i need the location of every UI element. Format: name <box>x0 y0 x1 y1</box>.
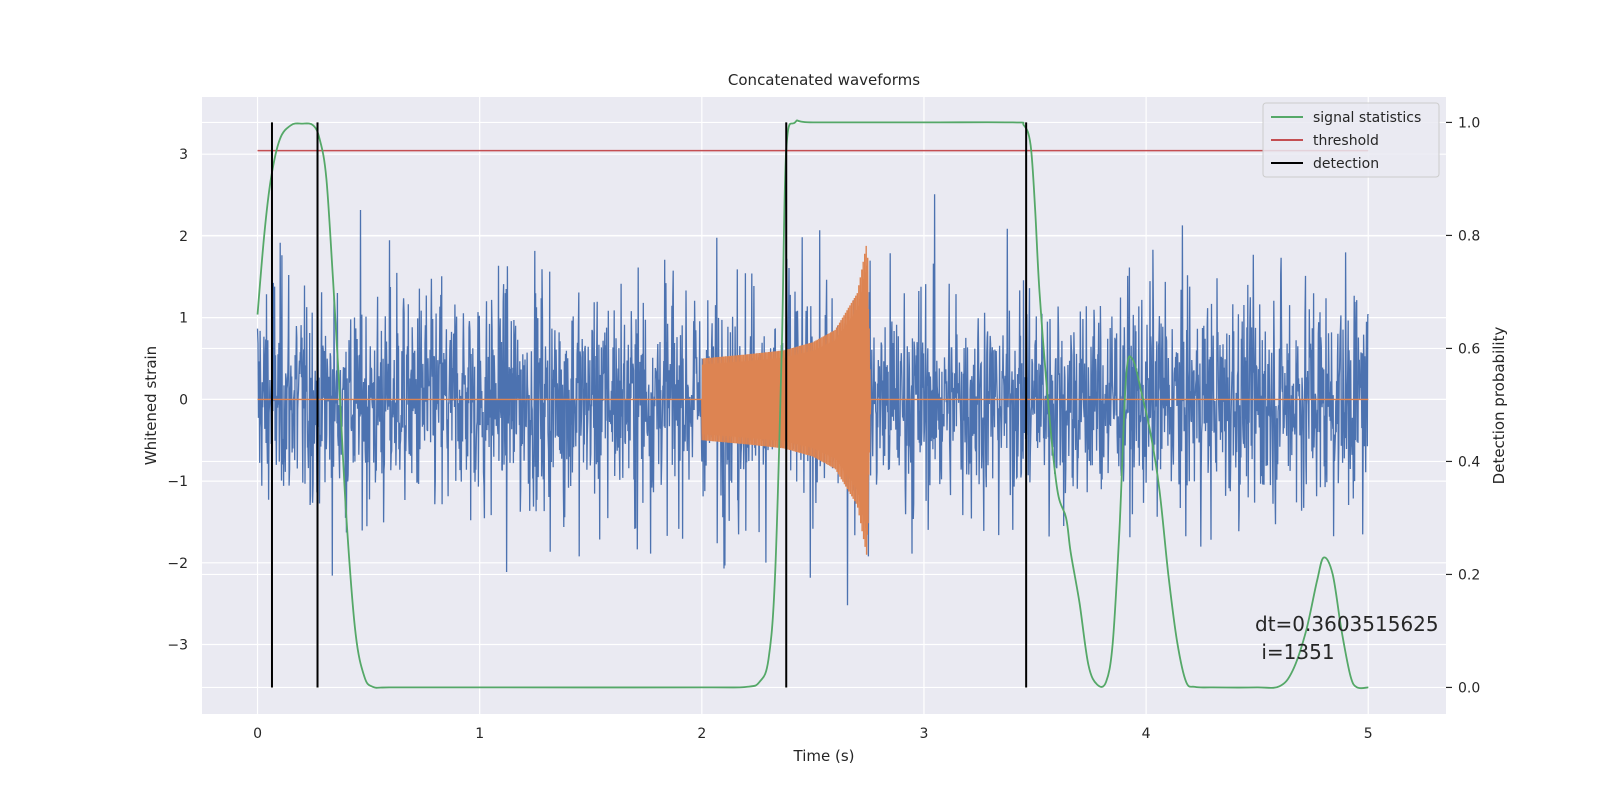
injection-line <box>257 245 1369 555</box>
y-tick-label-right: 0.2 <box>1458 567 1480 583</box>
y-tick-label-right: 0.4 <box>1458 454 1480 470</box>
y-tick-label-left: −3 <box>167 638 188 654</box>
y-tick-label-left: −1 <box>167 474 188 490</box>
annotation-index: i=1351 <box>1255 640 1335 664</box>
y-tick-label-left: 3 <box>179 147 188 163</box>
legend-label: detection <box>1313 156 1379 172</box>
x-tick-label: 2 <box>697 726 706 742</box>
y-tick-label-left: −2 <box>167 556 188 572</box>
y-tick-label-left: 2 <box>179 229 188 245</box>
x-tick-label: 1 <box>475 726 484 742</box>
x-tick-label: 3 <box>920 726 929 742</box>
y-tick-label-right: 0.8 <box>1458 228 1480 244</box>
signal-statistics-line <box>256 119 1369 690</box>
y-tick-label-left: 1 <box>179 311 188 327</box>
y-axis-label-left: Whitened strain <box>142 346 160 465</box>
y-tick-label-left: 0 <box>179 392 188 408</box>
legend-label: signal statistics <box>1313 110 1421 126</box>
x-tick-label: 4 <box>1142 726 1151 742</box>
x-tick-label: 0 <box>253 726 262 742</box>
y-tick-label-right: 0.6 <box>1458 341 1480 357</box>
strain-line <box>256 194 1369 606</box>
y-axis-label-right: Detection probability <box>1490 327 1508 485</box>
plot-series <box>256 119 1369 690</box>
axis-ticks: 0 1 2 3 4 5 −3 −2 −1 0 1 2 3 0.0 0.2 0.4 0.6 0.8 1.0 <box>167 115 1480 742</box>
y-tick-label-right: 0.0 <box>1458 680 1480 696</box>
legend: signal statistics threshold detection <box>1262 102 1440 178</box>
annotation-dt: dt=0.3603515625 <box>1255 612 1439 636</box>
x-tick-label: 5 <box>1364 726 1373 742</box>
y-tick-label-right: 1.0 <box>1458 115 1480 131</box>
chart-title: Concatenated waveforms <box>728 71 920 89</box>
x-axis-label: Time (s) <box>793 747 855 765</box>
legend-label: threshold <box>1313 133 1379 149</box>
legend-box <box>1262 102 1440 178</box>
